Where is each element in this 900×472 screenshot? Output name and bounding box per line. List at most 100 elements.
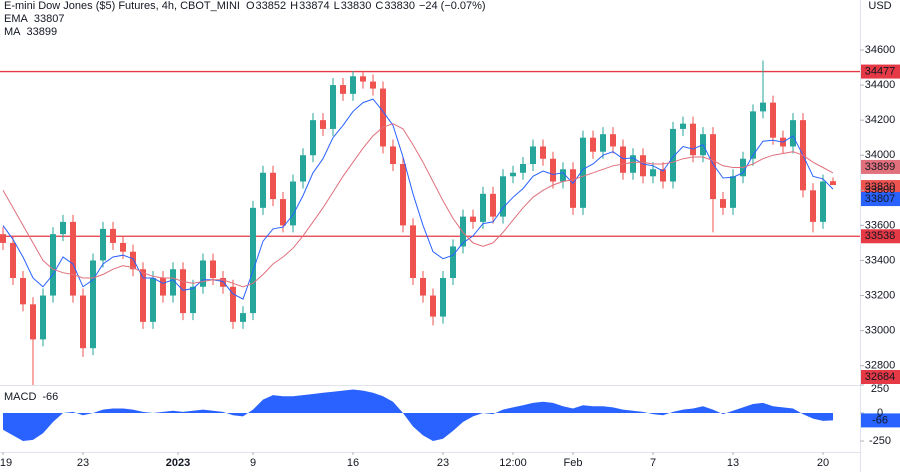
candle-body: [610, 134, 616, 147]
macd-value-label: -66: [872, 414, 888, 426]
indicator-value: 33899: [27, 26, 58, 38]
y-tick-label: 34200: [865, 114, 896, 126]
candle-body: [130, 251, 136, 270]
candle-body: [710, 134, 716, 200]
candle-body: [140, 269, 146, 322]
ohlc-key: L: [334, 0, 340, 12]
macd-value: -66: [42, 391, 58, 403]
ohlc-value: 33830: [341, 0, 372, 12]
candle-body: [10, 242, 16, 279]
candle-body: [770, 102, 776, 138]
candle-body: [620, 146, 626, 173]
x-tick-label: 16: [347, 457, 359, 469]
candle-body: [410, 225, 416, 279]
level-label: 34477: [865, 65, 896, 77]
candle-body: [560, 169, 566, 182]
candle-body: [110, 228, 116, 243]
candle-body: [30, 304, 36, 340]
candle-body: [660, 169, 666, 182]
candle-body: [570, 169, 576, 208]
candle-body: [530, 146, 536, 164]
level-label-box: [861, 64, 900, 79]
y-tick-label: 33600: [865, 219, 896, 231]
y-tick-label: 34000: [865, 149, 896, 161]
level-label-box: [861, 229, 900, 244]
indicator-name: MA: [4, 26, 21, 38]
macd-value-box: [861, 413, 900, 428]
candle-body: [400, 163, 406, 226]
candle-body: [330, 85, 336, 129]
macd-tick-label: 0: [877, 407, 883, 419]
candle-body: [820, 181, 826, 222]
y-tick-label: 33800: [865, 184, 896, 196]
x-tick-label: Feb: [564, 457, 583, 469]
x-tick-label: 23: [77, 457, 89, 469]
x-tick-label: 19: [0, 457, 12, 469]
candle-body: [100, 228, 106, 261]
close-label-box: [861, 180, 900, 195]
ohlc-key: C: [375, 0, 383, 12]
candle-body: [750, 111, 756, 159]
legend-title: E-mini Dow Jones ($5) Futures, 4h, CBOT_…: [4, 0, 240, 12]
candle-body: [460, 216, 466, 247]
candle-body: [340, 85, 346, 94]
candle-body: [220, 278, 226, 287]
y-tick-label: 33400: [865, 254, 896, 266]
macd-tick-label: -250: [869, 435, 891, 447]
candle-body: [500, 176, 506, 217]
x-tick-label: 2023: [166, 457, 190, 469]
candle-body: [810, 190, 816, 222]
x-tick-label: 9: [250, 457, 256, 469]
candle-body: [80, 295, 86, 349]
change: −24 (−0.07%): [419, 0, 486, 12]
candle-body: [290, 181, 296, 226]
candle-body: [430, 295, 436, 317]
candle-body: [580, 137, 586, 208]
close-label: 33830: [865, 181, 896, 193]
x-tick-label: 23: [437, 457, 449, 469]
candle-body: [70, 221, 76, 296]
candle-body: [210, 260, 216, 279]
candle-body: [230, 286, 236, 322]
candle-body: [280, 199, 286, 226]
candle-body: [160, 278, 166, 296]
candle-body: [60, 221, 66, 235]
ma-label-box: [861, 159, 900, 174]
candle-body: [150, 278, 156, 322]
candle-body: [640, 155, 646, 177]
candle-body: [350, 76, 356, 94]
ohlc-value: 33874: [299, 0, 330, 12]
candle-body: [680, 123, 686, 129]
candle-body: [240, 313, 246, 322]
currency: USD: [868, 0, 891, 12]
candle-body: [540, 146, 546, 159]
y-tick-label: 32800: [865, 360, 896, 372]
candle-body: [40, 295, 46, 340]
candle-body: [730, 176, 736, 208]
macd-tick-label: 250: [871, 383, 889, 395]
candle-body: [190, 286, 196, 314]
candle-body: [650, 169, 656, 177]
indicator-name: EMA: [4, 13, 29, 25]
candle-body: [510, 172, 516, 177]
candle-body: [380, 88, 386, 147]
candle-body: [490, 193, 496, 217]
overlay: 344773353833899338303380732684-66E-mini …: [4, 0, 900, 428]
low-label: 32684: [865, 371, 896, 383]
candle-body: [550, 158, 556, 182]
y-tick-label: 34600: [865, 44, 896, 56]
candle-body: [300, 155, 306, 182]
candle-body: [320, 120, 326, 129]
candle-body: [120, 242, 126, 252]
x-tick-label: 13: [727, 457, 739, 469]
candle-body: [170, 269, 176, 296]
candle-body: [420, 278, 426, 296]
level-label: 33538: [865, 230, 896, 242]
indicator-line: [2, 123, 834, 288]
candle-body: [310, 120, 316, 156]
ohlc-key: O: [246, 0, 255, 12]
candle-body: [630, 155, 636, 173]
y-tick-label: 33200: [865, 289, 896, 301]
macd-area: [3, 389, 833, 441]
